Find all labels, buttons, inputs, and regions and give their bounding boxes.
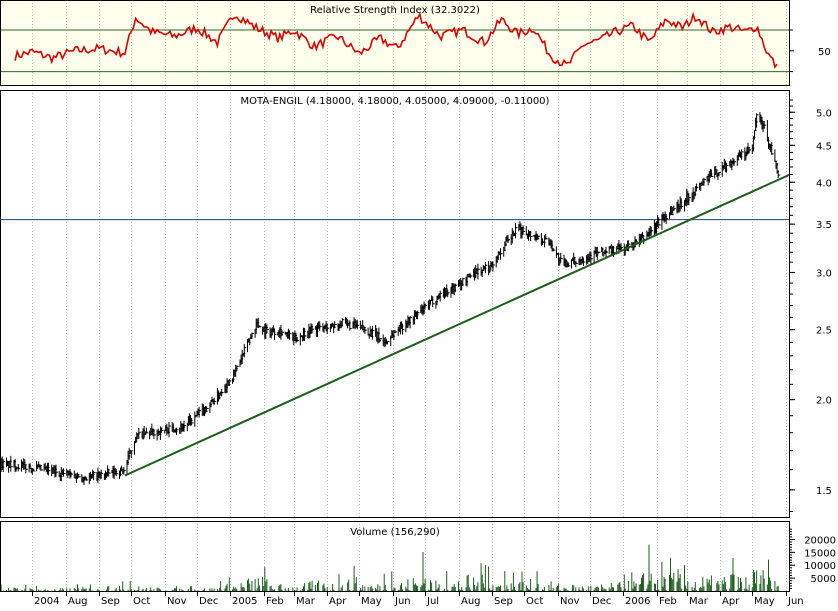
rsi-line bbox=[14, 11, 778, 69]
x-tick-label: 2005 bbox=[232, 596, 257, 606]
price-y-tick-label: 2.0 bbox=[816, 396, 832, 407]
price-y-tick-label: 4.5 bbox=[816, 141, 832, 152]
volume-y-tick-label: 15000 bbox=[804, 548, 836, 559]
x-tick-label: Dec bbox=[592, 596, 611, 606]
axes: 2004 Aug Sep Oct Nov Dec 2005 Feb Mar Apr May Jun Ju… bbox=[32, 29, 836, 607]
price-title: MOTA-ENGIL (4.18000, 4.18000, 4.05000, 4… bbox=[241, 96, 550, 107]
price-y-tick-label: 3.0 bbox=[816, 268, 832, 279]
x-tick-label: Nov bbox=[560, 596, 580, 606]
x-tick-label: Aug bbox=[461, 596, 481, 606]
volume-title: Volume (156,290) bbox=[350, 527, 440, 538]
x-tick-label: Aug bbox=[68, 596, 88, 606]
price-panel-frame bbox=[0, 90, 790, 518]
volume-panel bbox=[0, 544, 780, 591]
rsi-y-tick-label: 50 bbox=[818, 47, 831, 58]
price-y-tick-label: 1.5 bbox=[816, 486, 832, 497]
x-tick-label: Jun bbox=[787, 596, 804, 606]
x-tick-label: Apr bbox=[329, 596, 347, 606]
volume-panel-frame bbox=[0, 521, 790, 592]
axis-strip-bg bbox=[790, 0, 838, 606]
x-tick-label: 2004 bbox=[34, 596, 59, 606]
x-tick-label: Jul bbox=[426, 596, 439, 606]
x-tick-label: Mar bbox=[296, 596, 316, 606]
price-y-tick-label: 5.0 bbox=[816, 108, 832, 119]
volume-panel-bg bbox=[0, 521, 790, 591]
price-y-tick-label: 2.5 bbox=[816, 326, 832, 337]
x-tick-label: 2006 bbox=[625, 596, 650, 606]
x-tick-label: Sep bbox=[494, 596, 513, 606]
rsi-title: Relative Strength Index (32.3022) bbox=[310, 5, 480, 16]
volume-y-tick-label: 20000 bbox=[804, 535, 836, 546]
volume-y-tick-label: 10000 bbox=[804, 561, 836, 572]
x-tick-label: Nov bbox=[167, 596, 187, 606]
x-tick-label: May bbox=[754, 596, 775, 606]
price-y-tick-label: 3.5 bbox=[816, 220, 832, 231]
x-tick-label: Mar bbox=[689, 596, 709, 606]
price-panel bbox=[0, 112, 791, 485]
x-tick-label: Oct bbox=[526, 596, 543, 606]
x-tick-label: Feb bbox=[659, 596, 677, 606]
price-y-tick-label: 4.0 bbox=[816, 178, 832, 189]
x-tick-label: Feb bbox=[266, 596, 284, 606]
rsi-panel bbox=[1, 11, 789, 73]
x-tick-label: Sep bbox=[101, 596, 120, 606]
rsi-panel-frame bbox=[0, 0, 790, 86]
x-tick-label: Oct bbox=[133, 596, 150, 606]
x-tick-label: Dec bbox=[199, 596, 218, 606]
volume-y-tick-label: 5000 bbox=[811, 574, 836, 585]
x-tick-label: Apr bbox=[722, 596, 740, 606]
price-panel-bg bbox=[0, 90, 790, 517]
trend-line bbox=[124, 173, 791, 477]
x-tick-label: May bbox=[361, 596, 382, 606]
x-tick-label: Jun bbox=[394, 596, 411, 606]
